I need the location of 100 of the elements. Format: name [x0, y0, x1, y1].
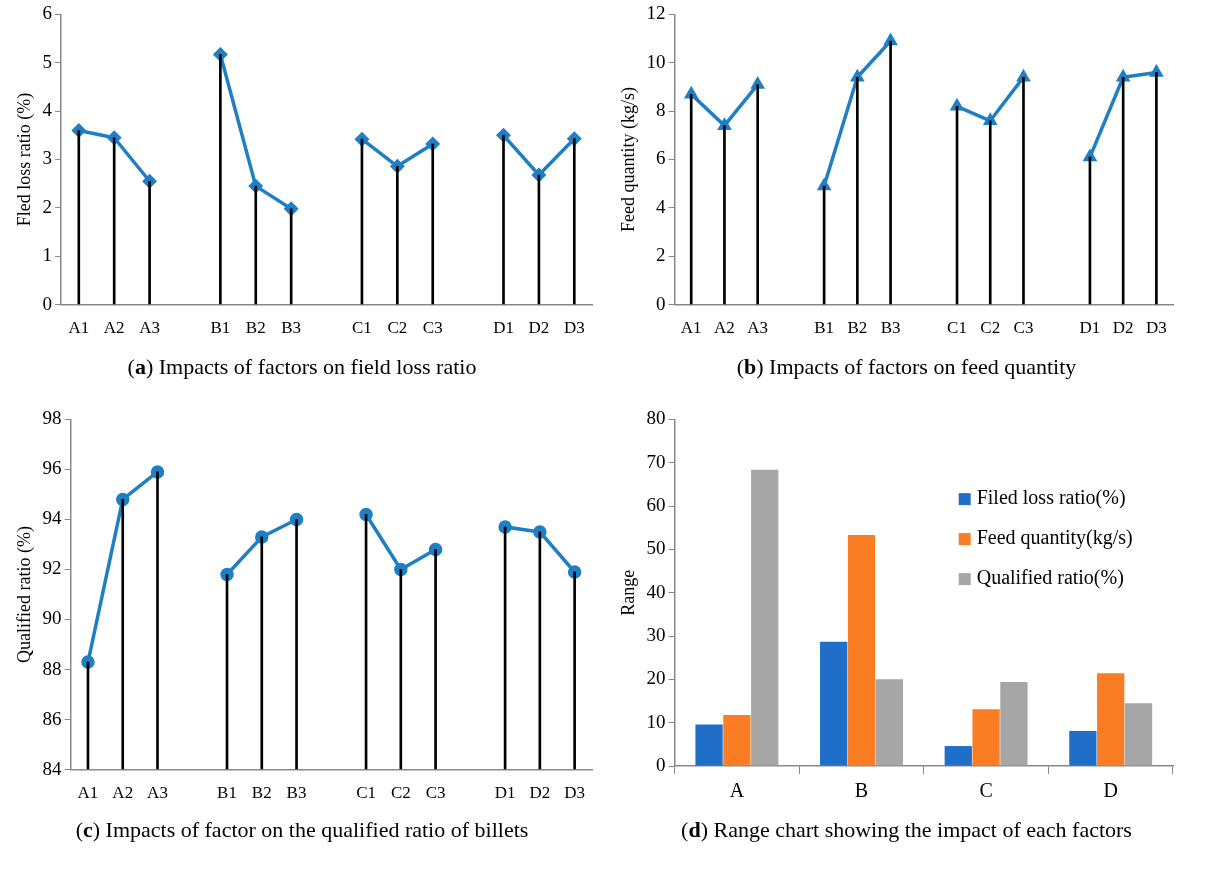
x-tick-label: D3 [563, 318, 585, 338]
y-tick-label: 94 [42, 507, 63, 529]
y-tick-label: 1 [42, 244, 53, 266]
legend-label: Filed loss ratio(%) [976, 486, 1126, 510]
bar [689, 93, 693, 305]
y-tick-label: 4 [656, 195, 667, 217]
y-tick-label: 84 [42, 757, 63, 779]
bar [756, 84, 759, 305]
bar [1022, 76, 1025, 305]
y-tick-label: 60 [646, 494, 666, 516]
x-tick-label: A1 [77, 783, 99, 803]
y-tick-label: 0 [656, 753, 666, 775]
y-tick-label: 2 [656, 244, 666, 266]
y-tick-label: 70 [646, 450, 666, 472]
x-tick-label: A2 [714, 318, 735, 338]
x-tick-label: D1 [494, 783, 516, 803]
x-tick-label: D3 [564, 783, 586, 803]
bar [723, 714, 751, 766]
y-tick-label: 6 [656, 147, 666, 169]
legend-label: Qualified ratio(%) [976, 566, 1124, 590]
y-tick-label: 30 [646, 624, 666, 646]
y-tick-label: 2 [42, 195, 53, 217]
x-tick-label: C1 [356, 783, 376, 803]
x-tick-label: C [979, 779, 993, 802]
bar [875, 679, 903, 766]
bar [889, 40, 892, 305]
y-tick-label: 10 [646, 710, 666, 732]
bar [572, 138, 576, 305]
bar [972, 709, 1000, 766]
x-tick-label: C3 [422, 318, 443, 338]
y-tick-label: 88 [42, 657, 62, 679]
x-tick-label: B2 [251, 783, 272, 803]
bar [1155, 72, 1158, 305]
x-tick-label: D2 [1112, 318, 1134, 338]
bar [695, 724, 723, 766]
y-tick-label: 0 [42, 292, 53, 314]
bar [148, 180, 151, 305]
y-tick-label: 90 [42, 607, 62, 629]
bar [1097, 673, 1125, 766]
x-tick-label: A1 [680, 318, 702, 338]
x-tick-label: B2 [847, 318, 868, 338]
x-tick-label: A3 [747, 318, 769, 338]
x-tick-label: D [1103, 779, 1118, 802]
text: (a) Impacts of factors on field loss ratio [126, 353, 478, 381]
x-tick-label: D1 [1079, 318, 1101, 338]
x-tick-label: D2 [528, 318, 550, 338]
y-tick-label: 10 [646, 50, 666, 72]
y-tick-label: 40 [646, 580, 666, 602]
x-tick-label: C2 [390, 783, 411, 803]
x-tick-label: D2 [529, 783, 551, 803]
x-tick-label: B2 [245, 318, 266, 338]
y-tick-label: 50 [646, 537, 666, 559]
bar [431, 143, 435, 305]
bar [502, 134, 505, 305]
bar [723, 125, 726, 305]
bar [112, 137, 116, 305]
y-tick-label: 80 [646, 407, 666, 429]
y-axis-title: Feed quantity (kg/s) [617, 87, 639, 232]
y-tick-label: 98 [42, 407, 62, 429]
bar [1000, 681, 1028, 766]
y-tick-label: 12 [646, 2, 666, 24]
bar [77, 130, 81, 305]
x-tick-label: A3 [147, 783, 168, 803]
y-tick-label: 4 [42, 99, 53, 121]
x-tick-label: B1 [210, 318, 231, 338]
y-tick-label: 8 [656, 99, 666, 121]
text: (b) Impacts of factors on feed quantity [735, 353, 1078, 381]
y-axis-title: Qualified ratio (%) [13, 526, 35, 663]
x-tick-label: A [729, 779, 745, 802]
x-tick-label: B3 [880, 318, 901, 338]
bar [219, 54, 222, 305]
bar [254, 185, 258, 305]
x-tick-label: C3 [425, 783, 446, 803]
legend-label: Feed quantity(kg/s) [976, 526, 1133, 550]
y-axis-title: Fled loss ratio (%) [13, 92, 35, 227]
y-axis-title: Range [617, 569, 638, 616]
y-tick-label: 92 [42, 557, 62, 579]
x-tick-label: B [854, 779, 869, 802]
y-tick-label: 3 [42, 147, 53, 169]
x-tick-label: B1 [814, 318, 835, 338]
bar [820, 641, 848, 766]
bar [847, 535, 876, 766]
y-tick-label: 5 [42, 50, 53, 72]
x-tick-label: B1 [217, 783, 237, 803]
bar [396, 165, 399, 305]
x-tick-label: A3 [139, 318, 160, 338]
bar [751, 469, 779, 766]
x-tick-label: C1 [352, 318, 372, 338]
y-tick-label: 20 [646, 667, 666, 689]
x-tick-label: C2 [980, 318, 1001, 338]
x-tick-label: C3 [1013, 318, 1034, 338]
x-tick-label: A1 [68, 318, 90, 338]
x-tick-label: D3 [1146, 318, 1167, 338]
y-tick-label: 86 [42, 707, 62, 729]
text: (d) Range chart showing the impact of each factors [680, 816, 1133, 844]
bar [856, 76, 859, 305]
x-tick-label: A2 [103, 318, 125, 338]
x-tick-label: C1 [947, 318, 967, 338]
bar [944, 746, 972, 766]
x-tick-label: B3 [281, 318, 302, 338]
